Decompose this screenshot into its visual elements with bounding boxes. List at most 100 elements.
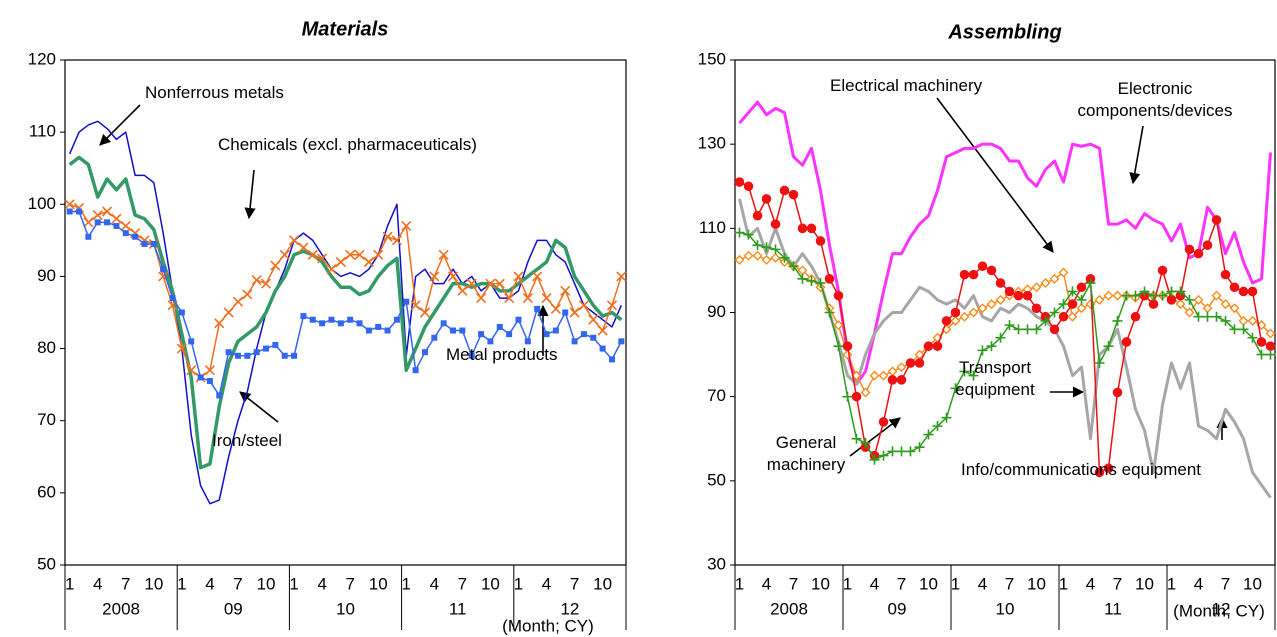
data-point: [85, 233, 92, 240]
data-point: [752, 240, 763, 251]
data-point: [1040, 315, 1051, 326]
data-point: [102, 206, 113, 217]
x-tick-label: 7: [789, 574, 798, 593]
data-point: [1022, 324, 1033, 335]
data-point: [950, 307, 961, 318]
data-point: [797, 223, 808, 234]
data-point: [1175, 299, 1186, 310]
data-point: [1211, 311, 1222, 322]
x-tick-label: 10: [1243, 574, 1262, 593]
data-point: [169, 295, 176, 302]
data-point: [590, 334, 597, 341]
data-point: [1184, 307, 1195, 318]
data-point: [1085, 278, 1096, 289]
data-point: [752, 210, 763, 221]
data-point: [580, 331, 587, 338]
data-point: [851, 391, 862, 402]
data-point: [83, 217, 94, 228]
data-point: [743, 181, 754, 192]
data-point: [1238, 324, 1249, 335]
data-point: [1139, 286, 1150, 297]
data-point: [1166, 286, 1177, 297]
year-label: 12: [560, 599, 579, 618]
data-point: [743, 250, 754, 261]
data-point: [178, 309, 185, 316]
data-point: [1112, 290, 1123, 301]
data-point: [345, 249, 356, 260]
data-point: [1211, 290, 1222, 301]
data-point: [887, 446, 898, 457]
data-point: [64, 199, 75, 210]
data-point: [560, 285, 571, 296]
data-point: [438, 249, 449, 260]
data-point: [905, 358, 916, 368]
data-point: [326, 264, 337, 275]
year-label: 2008: [770, 599, 808, 618]
data-point: [779, 185, 790, 196]
y-tick-label: 70: [707, 386, 726, 405]
x-tick-label: 4: [205, 574, 214, 593]
data-point: [1013, 290, 1024, 301]
plot-area: [64, 59, 627, 566]
data-point: [391, 235, 402, 246]
data-point: [562, 309, 569, 316]
data-point: [214, 318, 225, 329]
data-point: [842, 391, 853, 402]
data-point: [1148, 290, 1159, 301]
data-point: [317, 253, 328, 264]
data-point: [466, 278, 477, 289]
data-point: [995, 332, 1006, 343]
data-point: [1112, 315, 1123, 326]
year-label: 11: [449, 599, 467, 618]
y-tick-label: 30: [707, 554, 726, 573]
data-point: [569, 307, 580, 318]
data-point: [743, 229, 754, 240]
year-label: 12: [1212, 599, 1231, 618]
data-point: [419, 307, 431, 318]
data-point: [1220, 269, 1231, 280]
data-point: [1004, 320, 1015, 331]
data-point: [1103, 290, 1114, 301]
data-point: [234, 352, 241, 359]
x-tick-label: 4: [978, 574, 987, 593]
data-point: [289, 235, 300, 246]
x-tick-label: 7: [458, 574, 467, 593]
x-tick-label: 1: [1167, 574, 1176, 593]
year-label: 09: [888, 599, 907, 618]
data-point: [216, 392, 223, 399]
x-tick-label: 1: [843, 574, 852, 593]
data-point: [1220, 315, 1231, 326]
data-point: [878, 417, 889, 427]
series-label: Info/communications equipment: [961, 460, 1202, 479]
data-point: [1202, 240, 1213, 250]
y-tick-label: 120: [28, 49, 56, 68]
data-point: [1256, 349, 1267, 360]
data-point: [150, 240, 157, 247]
data-point: [260, 278, 272, 289]
data-point: [923, 429, 934, 440]
data-point: [1058, 299, 1069, 310]
data-point: [421, 349, 428, 356]
series-label: Transport equipment: [955, 358, 1035, 399]
data-point: [986, 299, 997, 310]
data-point: [914, 442, 925, 453]
data-point: [977, 303, 988, 314]
data-point: [524, 338, 531, 345]
series-label: General machinery: [766, 433, 846, 474]
data-point: [1229, 303, 1240, 314]
y-tick-label: 50: [707, 470, 726, 489]
data-point: [382, 231, 393, 242]
data-point: [104, 219, 111, 226]
data-point: [1238, 286, 1249, 297]
data-point: [1202, 311, 1213, 322]
series-label: Iron/steel: [212, 431, 282, 450]
y-tick-label: 90: [37, 266, 56, 285]
data-point: [932, 341, 943, 351]
data-point: [232, 296, 244, 307]
data-point: [244, 352, 251, 359]
data-point: [122, 230, 129, 237]
data-point: [842, 341, 853, 351]
data-point: [941, 412, 952, 423]
data-point: [578, 300, 589, 311]
data-point: [447, 271, 459, 282]
